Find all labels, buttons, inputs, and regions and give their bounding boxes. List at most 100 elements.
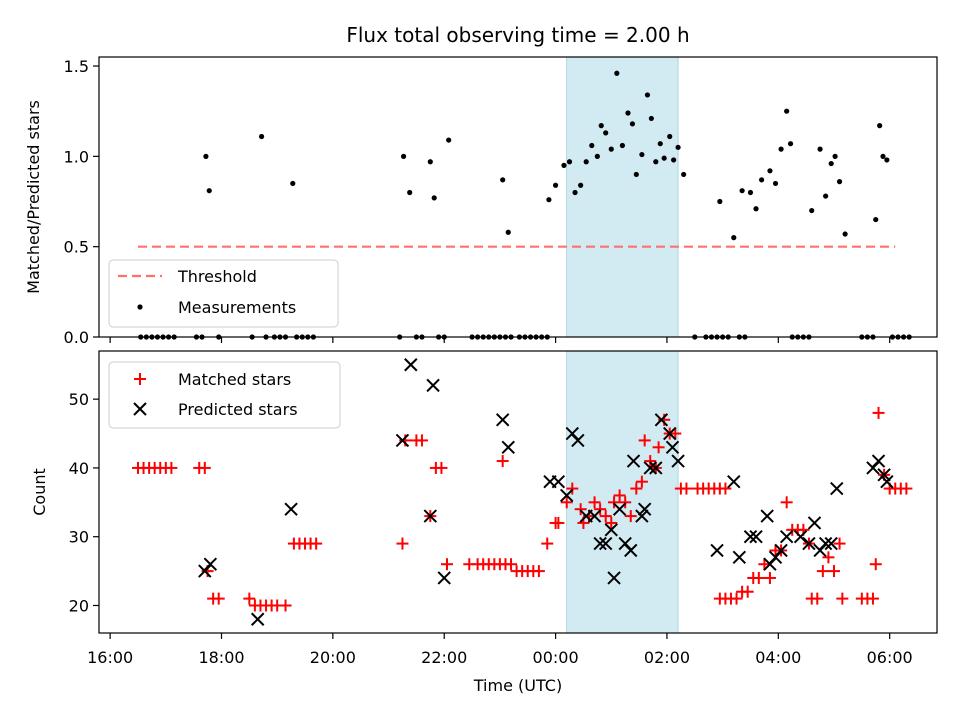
measurement-point	[629, 121, 636, 127]
top-y-tick-label: 0.0	[64, 328, 89, 347]
top-shade-rect	[566, 56, 679, 338]
measurement-point	[787, 141, 794, 147]
measurement-point	[759, 177, 765, 183]
measurement-point	[767, 168, 773, 174]
measurement-point	[823, 193, 829, 199]
predicted-star-point	[830, 481, 844, 496]
bottom-y-tick-label: 40	[69, 459, 89, 478]
predicted-star-mark-b	[760, 509, 774, 523]
predicted-star-mark-b	[880, 474, 894, 489]
predicted-star-point	[593, 536, 607, 551]
measurement-point	[400, 153, 407, 159]
predicted-star-point	[284, 502, 298, 516]
matched-star-point	[811, 592, 824, 605]
matched-star-point	[836, 592, 849, 605]
predicted-star-point	[637, 502, 652, 516]
bottom-x-ticks: 16:00 18:00 20:00 22:00 00:00 02:00 04:00 06:00	[87, 633, 913, 667]
predicted-star-point	[501, 440, 515, 454]
measurement-point	[836, 179, 843, 185]
matched-star-point	[496, 455, 509, 468]
measurement-point	[644, 92, 651, 98]
measurement-point	[657, 141, 663, 147]
predicted-star-mark-b	[423, 509, 438, 523]
bottom-shade-rect	[566, 350, 679, 634]
predicted-star-point	[818, 536, 833, 551]
measurement-point	[832, 153, 838, 159]
measurement-point	[880, 153, 886, 159]
predicted-star-mark-b	[643, 461, 657, 475]
predicted-star-mark-b	[743, 530, 758, 544]
matched-star-point	[644, 455, 657, 468]
matched-legend-marker	[134, 373, 146, 385]
measurement-point	[681, 171, 687, 178]
measurement-point	[614, 70, 620, 76]
predicted-star-mark-b	[203, 557, 218, 571]
bottom-y-tick-label: 20	[69, 596, 89, 615]
matched-star-point	[198, 461, 211, 474]
matched-star-point	[816, 565, 829, 578]
measurement-point	[747, 189, 754, 196]
predicted-star-mark-b	[665, 440, 680, 454]
x-tick-label: 00:00	[533, 648, 579, 667]
matched-star-point	[605, 516, 618, 529]
bottom-panel: 20 30 40 50 16:00 18:00 20:00 22:00 00:00 02:00 0…	[30, 350, 938, 695]
measurement-point	[639, 151, 645, 158]
matched-legend-label: Matched stars	[178, 370, 291, 389]
predicted-star-mark-b	[654, 413, 669, 427]
matched-star-point	[680, 482, 693, 495]
measurement-point	[572, 189, 578, 196]
measurement-point	[407, 189, 413, 196]
matched-star-point	[780, 496, 793, 509]
predicted-star-point	[824, 536, 838, 551]
measurement-point	[842, 231, 848, 237]
x-tick-label: 04:00	[755, 648, 801, 667]
predicted-star-point	[871, 454, 886, 468]
measurements-legend-marker	[137, 304, 143, 310]
measurement-point	[784, 108, 790, 114]
predicted-star-point	[877, 468, 891, 482]
predicted-star-mark-b	[626, 454, 641, 468]
predicted-star-mark-b	[571, 433, 585, 448]
matched-star-point	[560, 496, 573, 509]
predicted-star-point	[203, 557, 218, 571]
predicted-star-point	[571, 433, 585, 448]
predicted-star-mark-b	[710, 543, 724, 558]
predicted-star-mark-b	[877, 468, 891, 482]
predicted-star-point	[607, 571, 621, 585]
matched-star-point	[635, 475, 648, 488]
predicted-star-mark-b	[649, 461, 663, 475]
measurement-point	[653, 159, 659, 165]
measurement-point	[675, 144, 681, 150]
measurement-point	[589, 142, 595, 149]
matched-star-point	[396, 537, 409, 550]
predicted-star-mark-b	[637, 502, 652, 516]
predicted-star-mark-b	[618, 536, 632, 551]
matched-star-point	[574, 503, 587, 516]
predicted-star-mark-b	[587, 509, 602, 523]
matched-star-point	[441, 558, 454, 571]
matched-star-point	[588, 496, 601, 509]
matched-star-point	[532, 565, 545, 578]
measurement-point	[625, 110, 631, 116]
measurement-point	[546, 197, 552, 203]
measurement-point	[809, 207, 815, 214]
threshold-legend-label: Threshold	[177, 267, 257, 286]
top-y-axis-label: Matched/Predicted stars	[24, 100, 43, 294]
matched-star-point	[900, 482, 913, 495]
matched-star-point	[719, 482, 732, 495]
matched-star-point	[869, 558, 882, 571]
predicted-star-point	[793, 530, 808, 544]
predicted-star-point	[654, 413, 669, 427]
matched-star-point	[310, 537, 323, 550]
predicted-star-mark-b	[593, 536, 607, 551]
measurement-point	[828, 160, 834, 167]
measurements-layer	[138, 70, 912, 340]
predicted-star-point	[880, 474, 894, 489]
predicted-star-point	[635, 509, 649, 523]
bottom-y-tick-label: 50	[69, 390, 89, 409]
x-axis-label: Time (UTC)	[473, 676, 562, 695]
predicted-star-mark-b	[807, 516, 822, 530]
measurement-point	[206, 188, 212, 194]
measurement-point	[446, 137, 452, 143]
predicted-star-point	[774, 543, 788, 558]
